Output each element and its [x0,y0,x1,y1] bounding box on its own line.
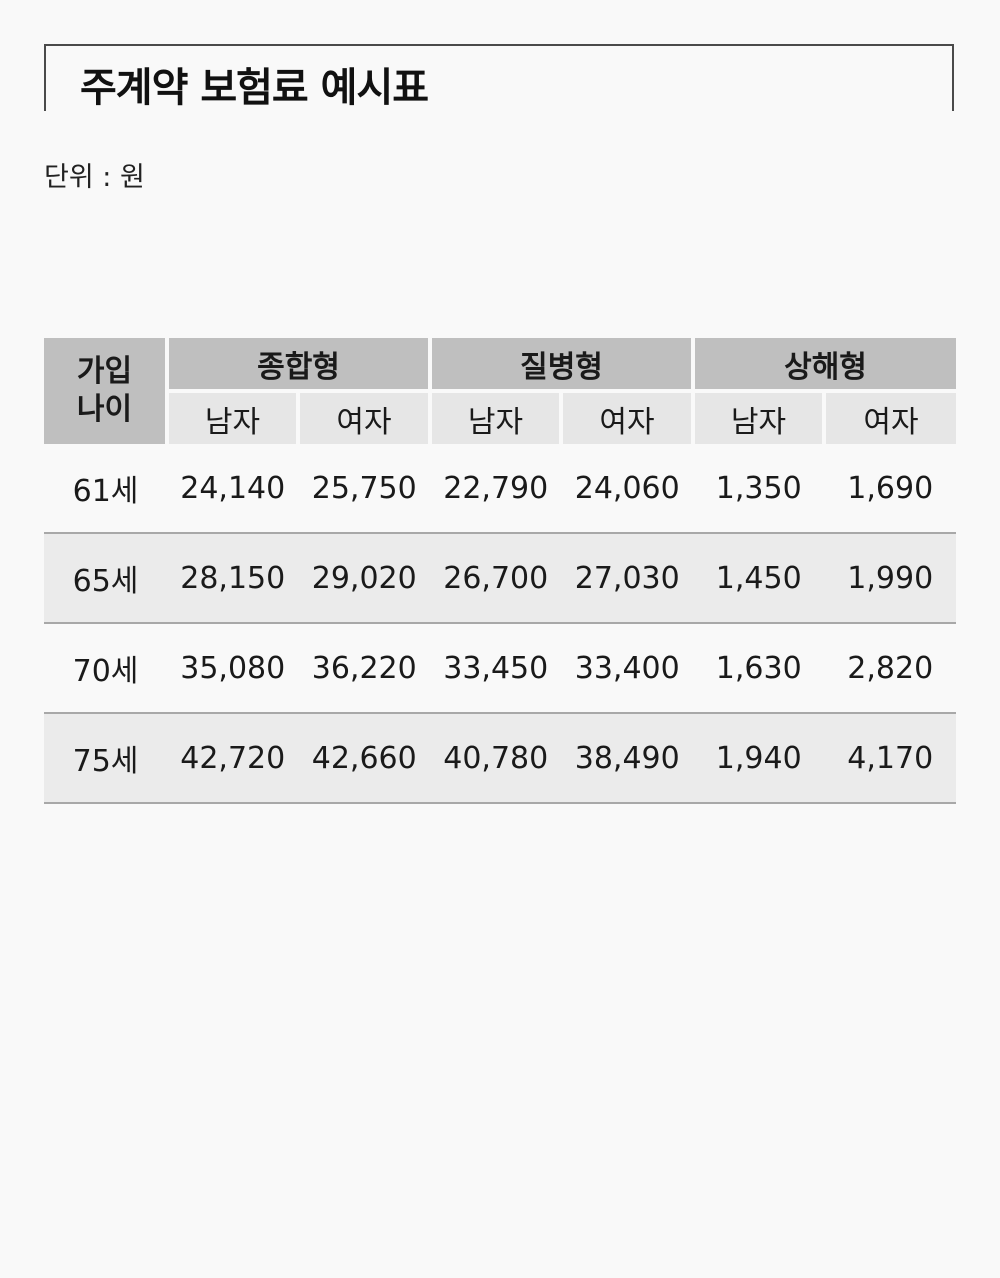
value-cell: 1,350 [715,470,802,506]
age-cell: 75세 [72,744,139,779]
value-cell: 24,060 [574,470,680,506]
value-cell: 25,750 [311,470,417,506]
table-row: 70세 35,080 36,220 33,450 33,400 1,630 2,… [44,624,956,714]
value-cell: 1,690 [847,470,934,506]
value-cell: 33,450 [443,650,549,686]
sub-header-female: 여자 [563,393,691,444]
sub-header-female: 여자 [826,393,956,444]
table-row: 61세 24,140 25,750 22,790 24,060 1,350 1,… [44,444,956,534]
value-cell: 38,490 [574,740,680,776]
sub-header-male: 남자 [695,393,822,444]
sub-header-female: 여자 [300,393,428,444]
value-cell: 24,140 [180,470,286,506]
value-cell: 33,400 [574,650,680,686]
value-cell: 36,220 [311,650,417,686]
table-row: 65세 28,150 29,020 26,700 27,030 1,450 1,… [44,534,956,624]
value-cell: 26,700 [443,560,549,596]
value-cell: 40,780 [443,740,549,776]
value-cell: 1,940 [715,740,802,776]
value-cell: 1,630 [715,650,802,686]
value-cell: 27,030 [574,560,680,596]
age-cell: 65세 [72,564,139,599]
age-header-line-1: 가입 [76,354,133,389]
value-cell: 42,660 [311,740,417,776]
age-cell: 61세 [72,474,139,509]
page-title: 주계약 보험료 예시표 [80,65,429,111]
value-cell: 1,990 [847,560,934,596]
value-cell: 2,820 [847,650,934,686]
unit-label: 단위 : 원 [44,162,145,193]
value-cell: 1,450 [715,560,802,596]
group-header-disease: 질병형 [432,338,691,389]
table-body: 61세 24,140 25,750 22,790 24,060 1,350 1,… [44,444,956,804]
value-cell: 29,020 [311,560,417,596]
table-row: 75세 42,720 42,660 40,780 38,490 1,940 4,… [44,714,956,804]
sub-header-male: 남자 [169,393,296,444]
sub-header-male: 남자 [432,393,559,444]
age-header-line-2: 나이 [76,392,133,427]
age-cell: 70세 [72,654,139,689]
value-cell: 4,170 [847,740,934,776]
value-cell: 35,080 [180,650,286,686]
age-header: 가입 나이 [44,338,165,444]
group-header-injury: 상해형 [695,338,956,389]
title-box: 주계약 보험료 예시표 [44,44,954,111]
group-header-comprehensive: 종합형 [169,338,428,389]
value-cell: 22,790 [443,470,549,506]
value-cell: 28,150 [180,560,286,596]
value-cell: 42,720 [180,740,286,776]
